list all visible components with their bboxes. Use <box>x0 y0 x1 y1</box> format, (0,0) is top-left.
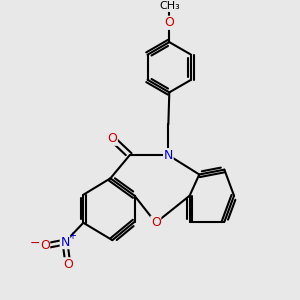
Text: N: N <box>164 149 173 162</box>
Text: +: + <box>68 231 76 241</box>
Text: N: N <box>60 236 70 249</box>
Text: −: − <box>30 237 40 250</box>
Text: O: O <box>40 239 50 253</box>
Text: O: O <box>63 258 73 271</box>
Text: O: O <box>151 216 161 229</box>
Text: O: O <box>164 16 174 29</box>
Text: CH₃: CH₃ <box>159 2 180 11</box>
Text: O: O <box>107 132 117 145</box>
